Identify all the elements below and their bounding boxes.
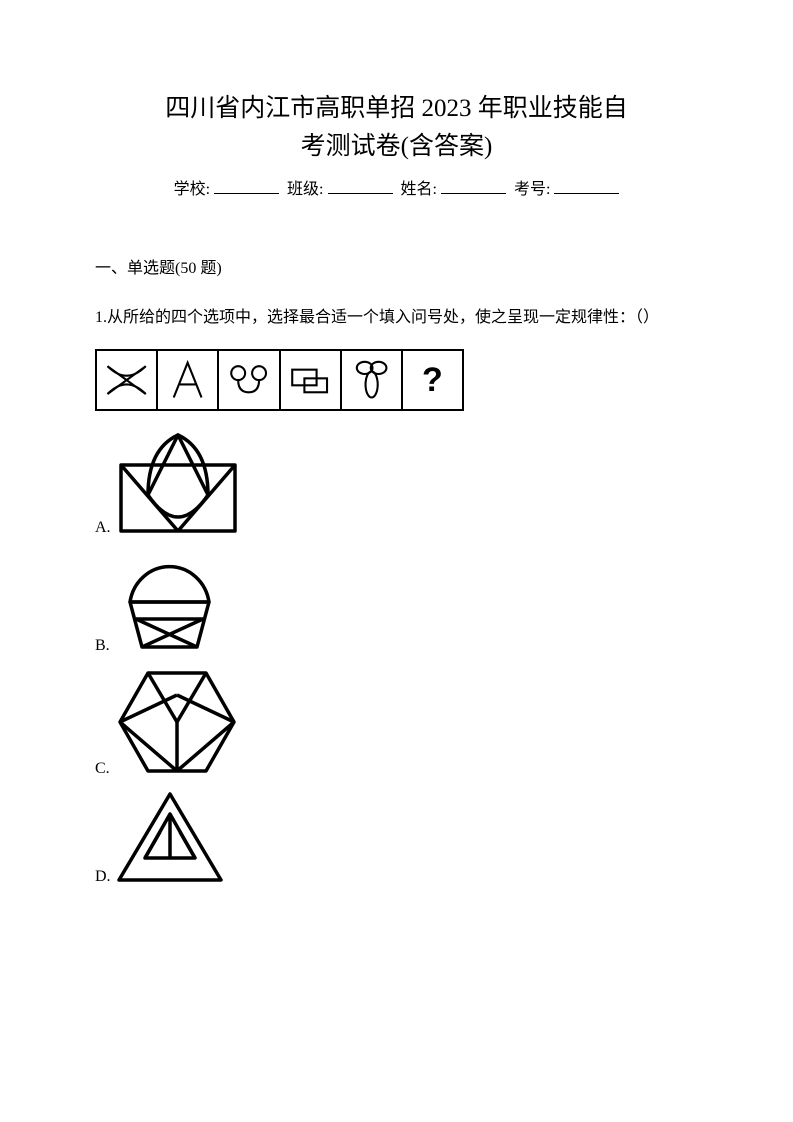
name-blank [441, 177, 506, 194]
sequence-cell-6: ? [403, 351, 462, 409]
option-d: D. [95, 788, 698, 888]
seq-icon-2 [161, 354, 214, 406]
title-line-2: 考测试卷(含答案) [95, 128, 698, 166]
sequence-row: ? [95, 349, 464, 411]
seq-icon-5 [345, 354, 398, 406]
title-line-1: 四川省内江市高职单招 2023 年职业技能自 [95, 90, 698, 128]
question-mark: ? [422, 361, 443, 400]
sequence-cell-3 [219, 351, 280, 409]
name-label: 姓名: [401, 181, 437, 198]
option-d-figure [113, 788, 228, 888]
option-c-figure [112, 665, 242, 780]
seq-icon-1 [100, 354, 153, 406]
option-b: B. [95, 547, 698, 657]
option-a-label: A. [95, 519, 111, 539]
sequence-cell-1 [97, 351, 158, 409]
section-title: 一、单选题(50 题) [95, 254, 698, 278]
seq-icon-4 [283, 354, 336, 406]
sequence-cell-2 [158, 351, 219, 409]
option-c-label: C. [95, 760, 110, 780]
class-label: 班级: [287, 181, 323, 198]
seq-icon-3 [222, 354, 275, 406]
option-b-label: B. [95, 637, 110, 657]
class-blank [328, 177, 393, 194]
id-blank [554, 177, 619, 194]
option-c: C. [95, 665, 698, 780]
sequence-cell-5 [342, 351, 403, 409]
sequence-cell-4 [281, 351, 342, 409]
option-d-label: D. [95, 868, 111, 888]
question-1-text: 1.从所给的四个选项中，选择最合适一个填入问号处，使之呈现一定规律性：（） [95, 300, 698, 335]
school-label: 学校: [174, 181, 210, 198]
option-b-figure [112, 547, 227, 657]
form-line: 学校: 班级: 姓名: 考号: [95, 175, 698, 199]
id-label: 考号: [514, 181, 550, 198]
option-a-figure [113, 429, 243, 539]
school-blank [214, 177, 279, 194]
page-title: 四川省内江市高职单招 2023 年职业技能自 考测试卷(含答案) [95, 90, 698, 165]
option-a: A. [95, 429, 698, 539]
